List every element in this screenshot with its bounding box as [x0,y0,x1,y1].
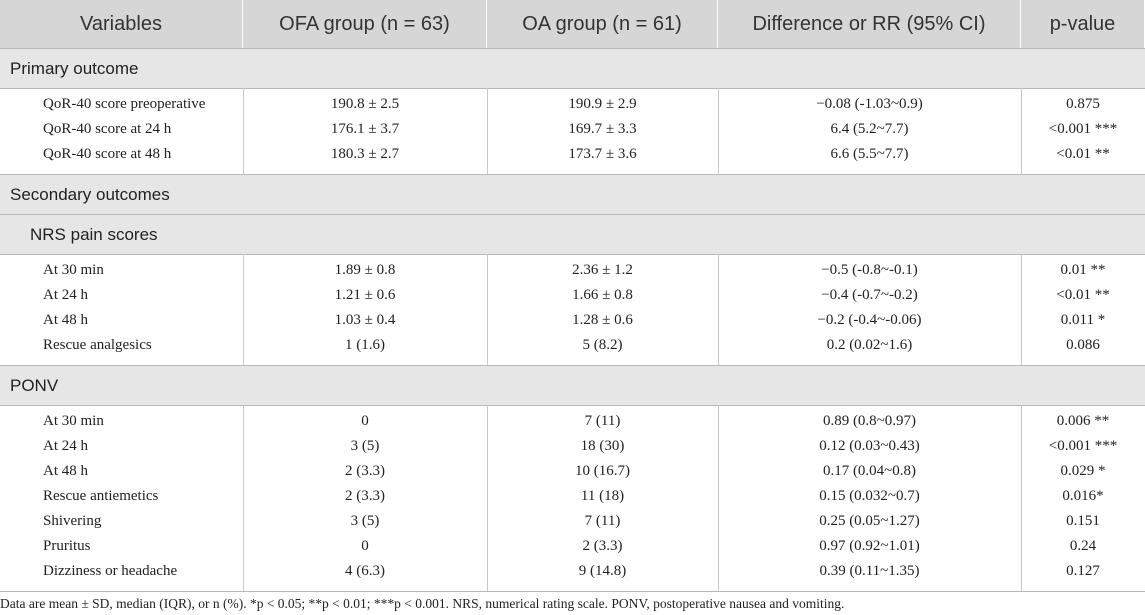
table-cell: 0.127 [1066,563,1100,579]
header-cell: OA group (n = 61) [487,0,718,48]
table-cell: 0.24 [1069,538,1097,554]
row-border [0,88,1145,89]
table-cell: 9 (14.8) [578,563,627,579]
column-border [1021,254,1022,365]
column-border [243,254,244,365]
table-cell: 0.15 (0.032~0.7) [819,488,920,504]
table-cell: 6.4 (5.2~7.7) [830,121,909,137]
table-cell: 0.97 (0.92~1.01) [819,538,920,554]
table-cell: 2 (3.3) [345,488,385,504]
table-cell: 1.21 ± 0.6 [334,287,396,303]
table-cell: 180.3 ± 2.7 [330,146,400,162]
table-cell: 2 (3.3) [345,463,385,479]
row-label: QoR-40 score preoperative [43,96,206,112]
row-label: QoR-40 score at 48 h [43,146,172,162]
row-label: At 30 min [43,262,104,278]
table-cell: 2.36 ± 1.2 [572,262,633,278]
column-border [243,88,244,174]
header-cell: OFA group (n = 63) [243,0,487,48]
row-label: At 48 h [43,312,88,328]
table-cell: <0.01 ** [1056,287,1110,303]
header-cell: Difference or RR (95% CI) [718,0,1021,48]
section-title: Secondary outcomes [0,174,1145,214]
column-border [1021,405,1022,591]
column-border [487,405,488,591]
row-label: Shivering [43,513,102,529]
header-cell: p-value [1021,0,1145,48]
table-cell: <0.001 *** [1048,438,1118,454]
section-title: PONV [0,365,1145,405]
table-cell: 1.66 ± 0.8 [572,287,633,303]
row-label: At 24 h [43,438,88,454]
column-border [243,405,244,591]
section-title: Primary outcome [0,48,1145,88]
table-cell: 0.016* [1062,488,1104,504]
table-cell: 173.7 ± 3.6 [568,146,637,162]
table-cell: 0.12 (0.03~0.43) [819,438,920,454]
header-cell: Variables [0,0,243,48]
column-border [1021,88,1022,174]
table-cell: −0.2 (-0.4~-0.06) [817,312,922,328]
table-cell: −0.08 (-1.03~0.9) [816,96,923,112]
table-cell: 0.2 (0.02~1.6) [826,337,913,353]
row-label: QoR-40 score at 24 h [43,121,172,137]
table-cell: 1.28 ± 0.6 [572,312,633,328]
table-cell: <0.01 ** [1056,146,1110,162]
table-cell: 3 (5) [350,513,380,529]
table-cell: 169.7 ± 3.3 [568,121,637,137]
row-label: Rescue analgesics [43,337,152,353]
table-cell: 1.03 ± 0.4 [334,312,396,328]
table-cell: <0.001 *** [1048,121,1118,137]
row-label: At 30 min [43,413,104,429]
table-cell: 0.029 * [1060,463,1106,479]
table-cell: 6.6 (5.5~7.7) [830,146,909,162]
table-cell: 0.17 (0.04~0.8) [822,463,917,479]
table-cell: 190.8 ± 2.5 [330,96,400,112]
table-cell: 3 (5) [350,438,380,454]
table-cell: 0.151 [1066,513,1100,529]
row-label: Rescue antiemetics [43,488,159,504]
table-cell: 0.875 [1066,96,1100,112]
table-cell: −0.4 (-0.7~-0.2) [821,287,918,303]
table-bottom-border [0,591,1145,592]
table-cell: 190.9 ± 2.9 [568,96,637,112]
table-cell: −0.5 (-0.8~-0.1) [821,262,918,278]
table-cell: 0 [361,538,369,554]
table-cell: 0.01 ** [1060,262,1106,278]
table-cell: 1 (1.6) [345,337,385,353]
column-border [487,88,488,174]
footnote: Data are mean ± SD, median (IQR), or n (… [0,596,845,611]
table-cell: 0.39 (0.11~1.35) [819,563,920,579]
row-border [0,254,1145,255]
table-cell: 1.89 ± 0.8 [334,262,396,278]
column-border [718,405,719,591]
table-cell: 0.086 [1066,337,1100,353]
table-cell: 0.25 (0.05~1.27) [819,513,920,529]
table-cell: 7 (11) [584,513,621,529]
column-border [718,88,719,174]
column-border [718,254,719,365]
table-cell: 2 (3.3) [582,538,623,554]
table-cell: 0.006 ** [1056,413,1110,429]
row-label: At 48 h [43,463,88,479]
table-cell: 18 (30) [580,438,625,454]
table-cell: 5 (8.2) [582,337,623,353]
table-cell: 0.011 * [1060,312,1106,328]
table-cell: 10 (16.7) [575,463,630,479]
section-title: NRS pain scores [0,214,1145,254]
row-label: At 24 h [43,287,88,303]
table-cell: 11 (18) [580,488,625,504]
table-cell: 0.89 (0.8~0.97) [822,413,917,429]
row-border [0,405,1145,406]
table-cell: 0 [361,413,369,429]
row-label: Dizziness or headache [43,563,178,579]
table-cell: 7 (11) [584,413,621,429]
column-border [487,254,488,365]
table-cell: 176.1 ± 3.7 [330,121,400,137]
table-cell: 4 (6.3) [345,563,385,579]
row-label: Pruritus [43,538,91,554]
